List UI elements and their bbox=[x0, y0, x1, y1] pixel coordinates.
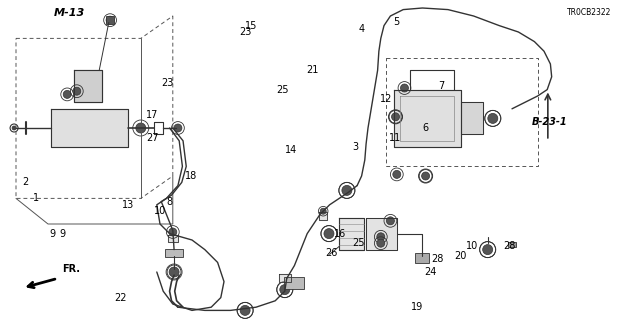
Text: 9: 9 bbox=[59, 228, 65, 239]
Polygon shape bbox=[461, 102, 483, 134]
Text: 1: 1 bbox=[33, 193, 39, 204]
Text: 16: 16 bbox=[334, 228, 347, 239]
Circle shape bbox=[483, 244, 493, 255]
Text: 10: 10 bbox=[154, 206, 166, 216]
Text: 3: 3 bbox=[352, 142, 358, 152]
Text: 4: 4 bbox=[358, 24, 365, 34]
Circle shape bbox=[174, 124, 182, 132]
Text: B-23-1: B-23-1 bbox=[531, 116, 567, 127]
Text: 27: 27 bbox=[146, 132, 159, 143]
Circle shape bbox=[320, 208, 326, 214]
Text: 14: 14 bbox=[285, 145, 298, 156]
Polygon shape bbox=[168, 235, 178, 242]
Circle shape bbox=[63, 90, 71, 98]
Circle shape bbox=[136, 123, 146, 133]
Circle shape bbox=[280, 284, 290, 295]
Circle shape bbox=[488, 113, 498, 124]
Polygon shape bbox=[394, 90, 461, 147]
Bar bbox=[415, 252, 429, 263]
Text: 28: 28 bbox=[431, 254, 444, 264]
Text: 18: 18 bbox=[184, 171, 197, 181]
Circle shape bbox=[169, 228, 177, 236]
Circle shape bbox=[387, 217, 394, 225]
Bar bbox=[106, 16, 114, 24]
Text: 28: 28 bbox=[503, 241, 516, 252]
Text: 9: 9 bbox=[49, 228, 56, 239]
Polygon shape bbox=[319, 212, 327, 220]
Circle shape bbox=[393, 170, 401, 179]
Circle shape bbox=[169, 267, 179, 277]
Circle shape bbox=[12, 126, 16, 130]
Text: 8: 8 bbox=[166, 196, 173, 207]
Text: TR0CB2322: TR0CB2322 bbox=[566, 8, 611, 17]
Text: 15: 15 bbox=[245, 20, 258, 31]
Text: 25: 25 bbox=[276, 84, 289, 95]
Text: 23: 23 bbox=[239, 27, 252, 37]
Text: 12: 12 bbox=[380, 94, 392, 104]
Text: 2: 2 bbox=[22, 177, 29, 188]
Text: M-13: M-13 bbox=[54, 8, 84, 18]
Polygon shape bbox=[51, 109, 128, 147]
Circle shape bbox=[422, 172, 429, 180]
Text: 10: 10 bbox=[466, 241, 479, 252]
Bar bbox=[508, 242, 516, 247]
Text: 11: 11 bbox=[389, 132, 402, 143]
Text: 22: 22 bbox=[114, 292, 127, 303]
Text: 20: 20 bbox=[454, 251, 467, 261]
Text: 24: 24 bbox=[424, 267, 436, 277]
Polygon shape bbox=[74, 70, 102, 102]
Bar bbox=[284, 277, 305, 289]
Polygon shape bbox=[366, 218, 397, 250]
Circle shape bbox=[401, 84, 408, 92]
Text: FR.: FR. bbox=[63, 264, 81, 274]
Text: 13: 13 bbox=[122, 200, 134, 210]
Text: 19: 19 bbox=[411, 302, 424, 312]
Text: 26: 26 bbox=[325, 248, 338, 258]
Circle shape bbox=[342, 185, 352, 196]
Circle shape bbox=[377, 233, 385, 241]
Text: 23: 23 bbox=[161, 78, 174, 88]
Text: 21: 21 bbox=[306, 65, 319, 76]
Text: 5: 5 bbox=[394, 17, 400, 28]
Circle shape bbox=[73, 87, 81, 95]
Text: 17: 17 bbox=[146, 110, 159, 120]
Bar bbox=[165, 249, 183, 257]
Circle shape bbox=[392, 113, 399, 121]
Circle shape bbox=[240, 305, 250, 316]
Text: 7: 7 bbox=[438, 81, 445, 92]
Circle shape bbox=[324, 228, 334, 239]
Text: 6: 6 bbox=[422, 123, 429, 133]
Circle shape bbox=[106, 16, 114, 24]
Text: 25: 25 bbox=[352, 238, 365, 248]
Circle shape bbox=[377, 239, 385, 247]
Polygon shape bbox=[279, 274, 291, 282]
Polygon shape bbox=[339, 218, 364, 250]
